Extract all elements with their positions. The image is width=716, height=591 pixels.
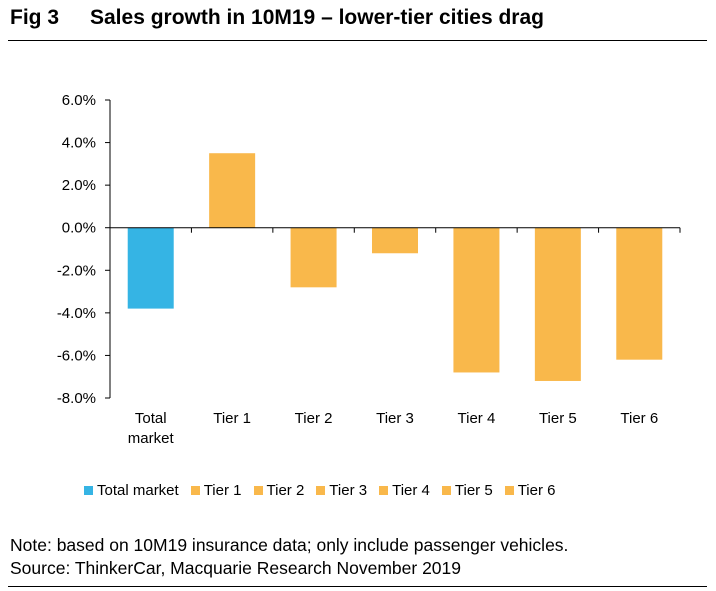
- x-tick-label: Tier 3: [376, 410, 414, 427]
- legend-item: Tier 6: [504, 482, 556, 499]
- figure-title: Fig 3 Sales growth in 10M19 – lower-tier …: [10, 6, 544, 30]
- bar-2: [290, 227, 337, 288]
- legend-label: Tier 4: [392, 482, 430, 499]
- legend-label: Tier 2: [266, 482, 305, 499]
- y-tick-label: 6.0%: [62, 92, 96, 109]
- legend-swatch: [190, 486, 200, 495]
- legend-label: Tier 6: [517, 482, 556, 499]
- legend-item: Total market: [84, 482, 179, 499]
- x-tick-label: Tier 5: [539, 410, 577, 427]
- bar-3: [372, 227, 418, 254]
- footnote: Note: based on 10M19 insurance data; onl…: [10, 534, 568, 580]
- y-tick-label: -6.0%: [57, 347, 96, 364]
- source-line: Source: ThinkerCar, Macquarie Research N…: [10, 558, 462, 578]
- legend-label: Total market: [97, 482, 179, 499]
- legend-swatch: [84, 486, 93, 495]
- bar-1: [209, 153, 256, 228]
- x-tick-labels: Total market Tier 1 Tier 2 Tier 3 Tier 4 Tier …: [128, 410, 658, 447]
- x-tick-label: Tier 1: [213, 410, 251, 427]
- legend-item: Tier 4: [379, 482, 430, 499]
- legend-swatch: [379, 486, 389, 495]
- legend-swatch: [253, 486, 263, 495]
- y-tick-label: -4.0%: [57, 305, 96, 322]
- y-tick-labels: 6.0% 4.0% 2.0% 0.0% -2.0% -4.0% -6.0% -8.0%: [57, 92, 96, 407]
- bar-5: [534, 227, 581, 381]
- x-tick-label: Total: [135, 410, 167, 427]
- bottom-rule: [8, 586, 707, 587]
- bars-group: [127, 153, 663, 381]
- bar-6: [616, 227, 663, 360]
- y-tick-label: -8.0%: [57, 390, 96, 407]
- x-tick-label: Tier 6: [620, 410, 658, 427]
- legend-label: Tier 1: [203, 482, 242, 499]
- bar-0: [127, 227, 174, 309]
- legend-item: Tier 2: [253, 482, 305, 499]
- title-rule: [8, 40, 707, 41]
- y-tick-label: 0.0%: [62, 220, 96, 237]
- figure-title-text: Sales growth in 10M19 – lower-tier citie…: [90, 6, 544, 29]
- legend-item: Tier 3: [316, 482, 367, 499]
- axes-group: [105, 99, 681, 399]
- note-line: Note: based on 10M19 insurance data; onl…: [10, 535, 569, 555]
- legend-label: Tier 5: [454, 482, 493, 499]
- x-tick-label: Tier 4: [458, 410, 496, 427]
- bar-4: [453, 227, 500, 373]
- legend-item: Tier 5: [441, 482, 493, 499]
- legend-label: Tier 3: [329, 482, 368, 499]
- legend-swatch: [504, 486, 514, 495]
- x-tick-label: Tier 2: [295, 410, 333, 427]
- y-tick-label: -2.0%: [57, 262, 96, 279]
- legend-item: Tier 1: [190, 482, 242, 499]
- x-tick-label: market: [128, 430, 175, 447]
- chart-legend: Total market Tier 1 Tier 2 Tier 3 Tier 4 Tier…: [84, 482, 567, 499]
- y-tick-label: 2.0%: [62, 177, 96, 194]
- figure-number: Fig 3: [10, 6, 60, 29]
- legend-swatch: [316, 486, 326, 495]
- legend-swatch: [441, 486, 451, 495]
- y-tick-label: 4.0%: [62, 135, 96, 152]
